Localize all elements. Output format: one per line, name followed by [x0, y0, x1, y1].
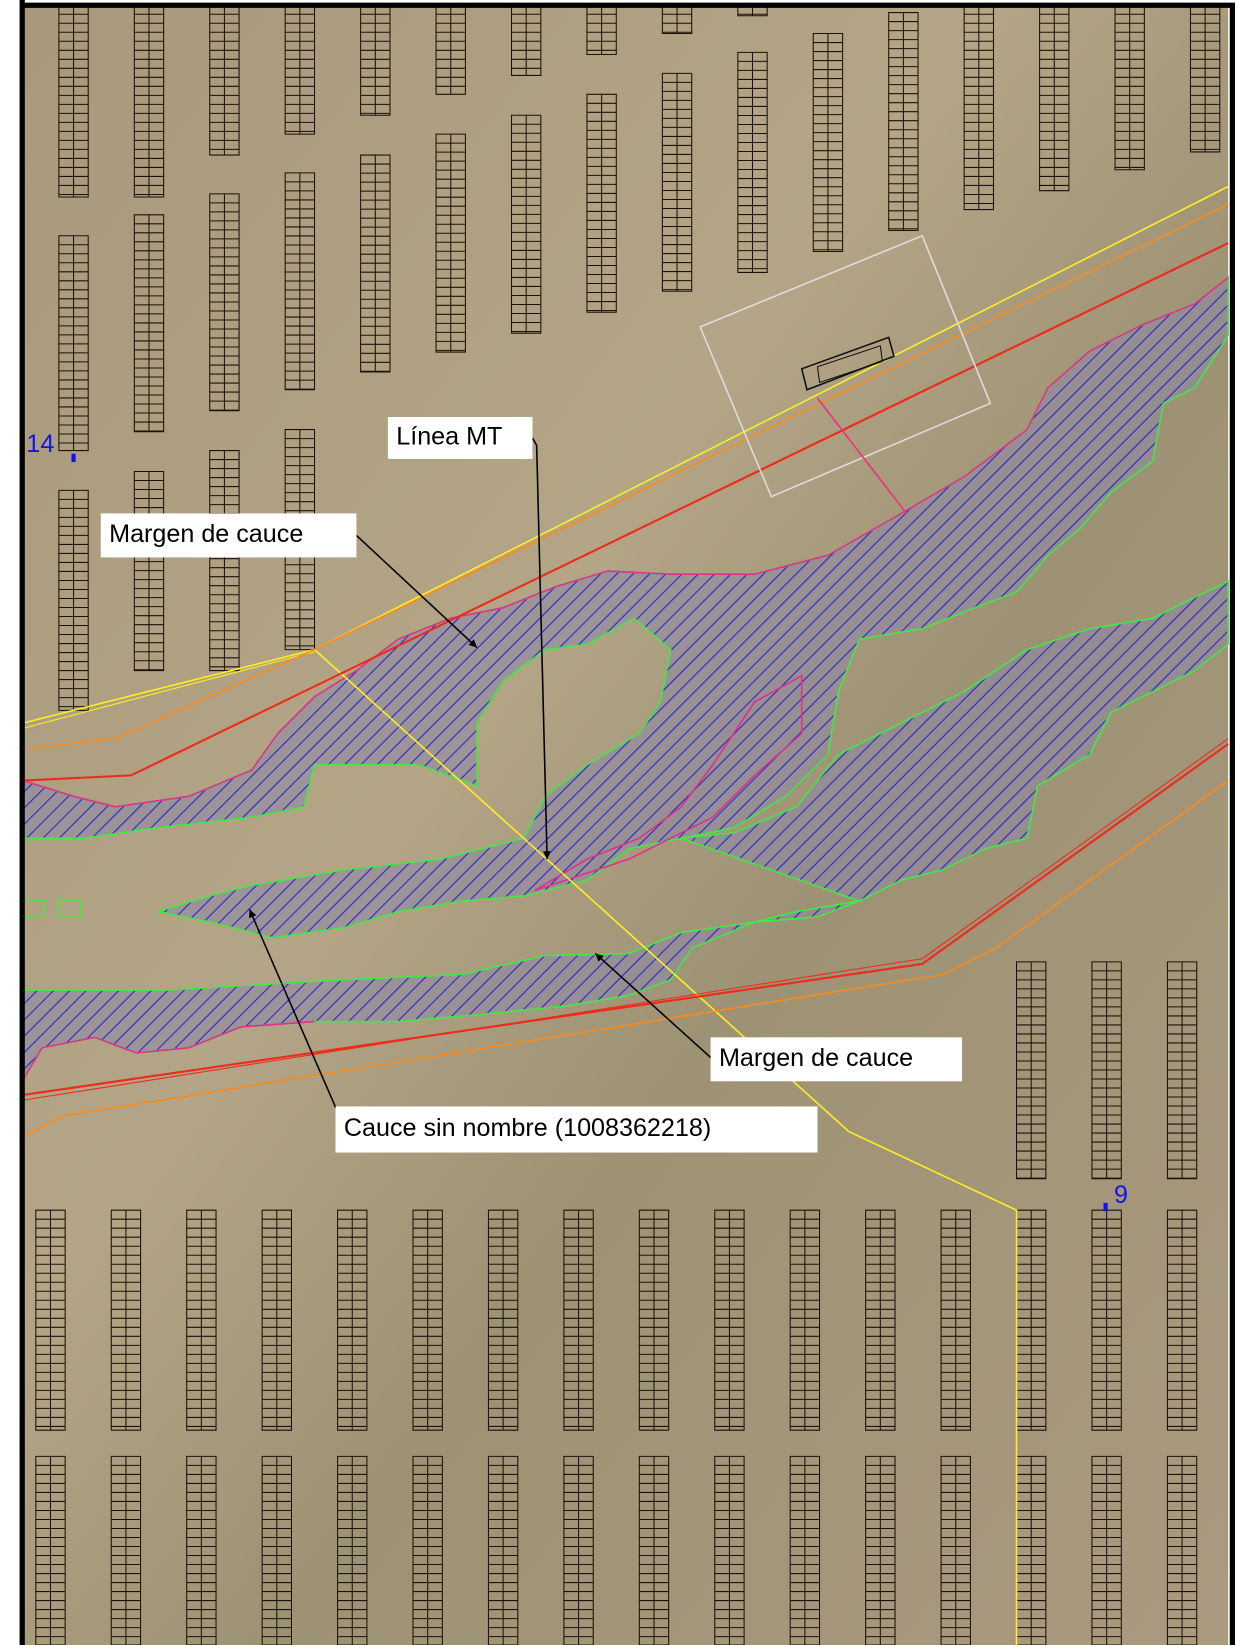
panel-row	[638, 1209, 670, 1431]
panel-row	[412, 1209, 443, 1431]
panel-row	[888, 12, 919, 232]
panel-row	[714, 1209, 745, 1431]
point-label: 9	[1114, 1181, 1128, 1209]
panel-row	[58, 235, 89, 452]
panel-row	[209, 193, 240, 412]
solar-panels	[35, 4, 1221, 1645]
panel-row	[58, 489, 89, 711]
panel-row	[661, 72, 693, 292]
panel-row	[789, 1209, 821, 1431]
annotation: Línea MT	[396, 423, 502, 451]
panel-row	[661, 4, 693, 35]
panel-row	[586, 93, 617, 313]
panel-row	[865, 1455, 896, 1645]
panel-row	[435, 133, 466, 353]
label-box	[335, 1106, 818, 1153]
annotation: Margen de cauce	[719, 1044, 913, 1072]
panel-row	[1016, 961, 1047, 1180]
panel-row	[186, 1209, 217, 1431]
panel-row	[186, 1455, 217, 1645]
panel-row	[360, 154, 391, 373]
panel-row	[1039, 4, 1070, 192]
panel-row	[1166, 1455, 1198, 1645]
watercourse-zones	[22, 276, 1229, 1083]
panel-row	[1091, 961, 1122, 1180]
panel-row	[35, 1455, 66, 1645]
panel-row	[110, 1455, 142, 1645]
panel-row	[510, 4, 542, 76]
panel-row	[563, 1455, 594, 1645]
panel-row	[963, 4, 995, 211]
panel-row	[58, 4, 89, 198]
panel-row	[261, 1455, 293, 1645]
panel-row	[737, 51, 768, 273]
panel-row	[35, 1209, 66, 1431]
panel-row	[714, 1455, 745, 1645]
panel-row	[487, 1455, 519, 1645]
panel-row	[586, 4, 617, 56]
infrastructure-lines	[22, 185, 1229, 1645]
leaders	[248, 437, 714, 1127]
panel-row	[360, 4, 391, 116]
annotation: Margen de cauce	[109, 520, 303, 548]
label-box	[387, 417, 533, 459]
annotation: Cauce sin nombre (1008362218)	[344, 1114, 711, 1142]
label-box	[100, 513, 357, 558]
panel-row	[1091, 1455, 1122, 1645]
panel-row	[133, 4, 165, 198]
panel-row	[209, 4, 240, 156]
panel-row	[1189, 4, 1221, 153]
map-frame	[19, 0, 1235, 1645]
point-marker	[71, 453, 76, 463]
panel-row	[284, 172, 316, 391]
panel-row	[1166, 961, 1198, 1180]
panel-row	[337, 1455, 368, 1645]
panel-row	[110, 1209, 142, 1431]
panel-row	[337, 1209, 368, 1431]
panel-row	[487, 1209, 519, 1431]
panel-row	[284, 4, 316, 135]
panel-row	[1091, 1209, 1122, 1431]
panel-row	[865, 1209, 896, 1431]
panel-row	[638, 1455, 670, 1645]
panel-row	[1016, 1209, 1047, 1431]
panel-row	[412, 1455, 443, 1645]
panel-row	[812, 33, 844, 252]
panel-row	[1016, 1455, 1047, 1645]
panel-row	[940, 1209, 971, 1431]
panel-row	[133, 214, 165, 433]
panel-row	[435, 4, 466, 95]
panel-row	[1166, 1209, 1198, 1431]
panel-row	[563, 1209, 594, 1431]
label-box	[710, 1037, 963, 1082]
panel-row	[261, 1209, 293, 1431]
point-label: 14	[26, 430, 54, 458]
panel-row	[789, 1455, 821, 1645]
panel-row	[940, 1455, 971, 1645]
panel-row	[510, 114, 542, 334]
panel-row	[1114, 4, 1145, 171]
point-marker	[1103, 1202, 1108, 1212]
